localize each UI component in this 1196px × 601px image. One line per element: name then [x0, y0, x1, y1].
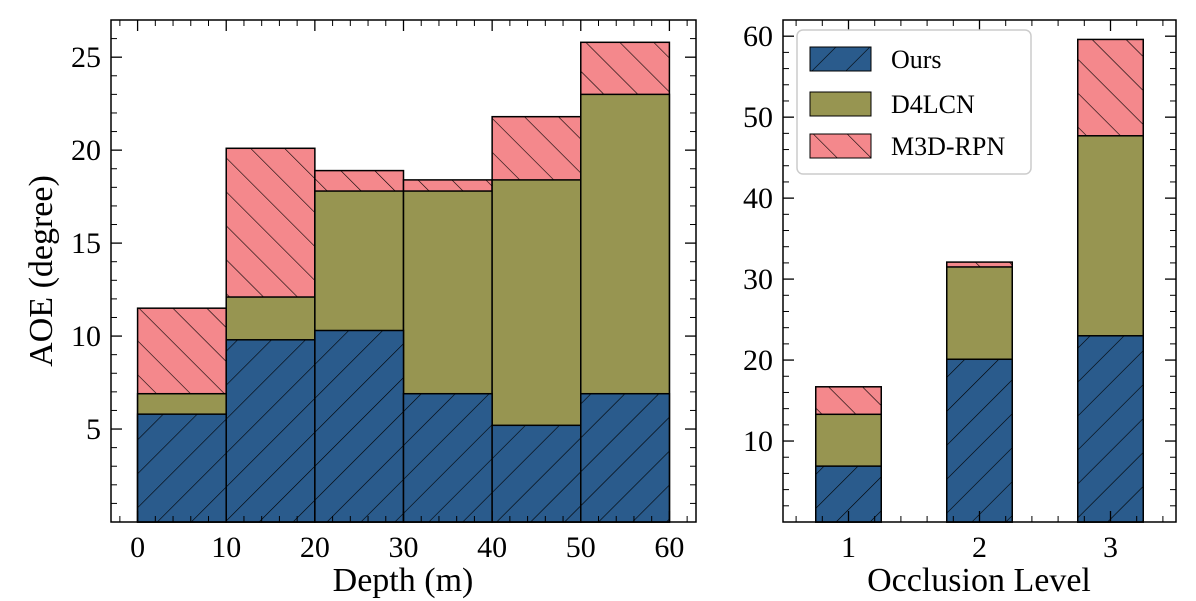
occlusion-x-axis-label: Occlusion Level — [867, 562, 1091, 599]
occlusion-bar-ours-2-hatch — [946, 359, 1013, 522]
depth-chart: 5 10 15 20 25 0 10 20 30 40 50 60 Depth (m) AOE (de… — [23, 19, 697, 599]
depth-ticks: 5 10 15 20 25 0 10 20 30 40 50 60 — [71, 20, 696, 564]
occlusion-y-tick-label: 20 — [743, 344, 773, 377]
depth-x-tick-label: 10 — [211, 531, 241, 564]
depth-x-tick-label: 40 — [477, 531, 507, 564]
depth-y-tick-label: 5 — [86, 413, 101, 446]
legend-swatch-m3d-rpn-hatch — [810, 134, 871, 158]
depth-bar-ours-5-hatch — [492, 425, 581, 522]
occlusion-bars — [815, 38, 1144, 523]
legend-label-d4lcn: D4LCN — [891, 90, 975, 119]
legend-swatch-ours-hatch — [810, 47, 871, 71]
occlusion-y-tick-label: 40 — [743, 182, 773, 215]
depth-bar-ours-3-hatch — [314, 330, 404, 522]
occlusion-y-tick-label: 10 — [743, 425, 773, 458]
occlusion-y-tick-label: 60 — [743, 20, 773, 53]
legend-label-ours: Ours — [891, 45, 942, 74]
occlusion-x-tick-label: 3 — [1103, 531, 1118, 564]
depth-x-tick-label: 20 — [300, 531, 330, 564]
occlusion-ticks: 10 20 30 40 50 60 1 2 3 — [743, 20, 1176, 564]
depth-x-axis-label: Depth (m) — [333, 562, 474, 599]
depth-x-tick-label: 0 — [130, 531, 145, 564]
occlusion-y-tick-label: 50 — [743, 101, 773, 134]
occlusion-chart: 10 20 30 40 50 60 1 2 3 Occlusion Level Ours D4L… — [743, 19, 1177, 599]
legend-swatch-d4lcn — [809, 91, 872, 117]
depth-y-tick-label: 15 — [71, 227, 101, 260]
depth-x-tick-label: 50 — [566, 531, 596, 564]
legend: Ours D4LCN M3D-RPN — [796, 29, 1032, 175]
depth-y-tick-label: 10 — [71, 320, 101, 353]
depth-y-tick-label: 25 — [71, 41, 101, 74]
depth-y-tick-label: 20 — [71, 134, 101, 167]
occlusion-y-tick-label: 30 — [743, 263, 773, 296]
depth-bar-ours-1-hatch — [137, 414, 227, 522]
depth-bar-ours-4-hatch — [403, 393, 493, 522]
depth-x-tick-label: 60 — [654, 531, 684, 564]
occlusion-bar-ours-3-hatch — [1077, 335, 1144, 522]
depth-y-axis-label: AOE (degree) — [23, 175, 60, 367]
legend-entry-m3d-rpn: M3D-RPN — [809, 132, 1005, 161]
occlusion-x-tick-label: 1 — [841, 531, 856, 564]
depth-bars — [136, 41, 671, 523]
legend-label-m3d-rpn: M3D-RPN — [891, 132, 1005, 161]
legend-entry-ours: Ours — [809, 45, 942, 74]
depth-bar-ours-2-hatch — [226, 339, 315, 522]
occlusion-x-tick-label: 2 — [972, 531, 987, 564]
legend-entry-d4lcn: D4LCN — [809, 90, 975, 119]
depth-x-tick-label: 30 — [389, 531, 419, 564]
depth-bar-ours-6-hatch — [580, 393, 670, 522]
